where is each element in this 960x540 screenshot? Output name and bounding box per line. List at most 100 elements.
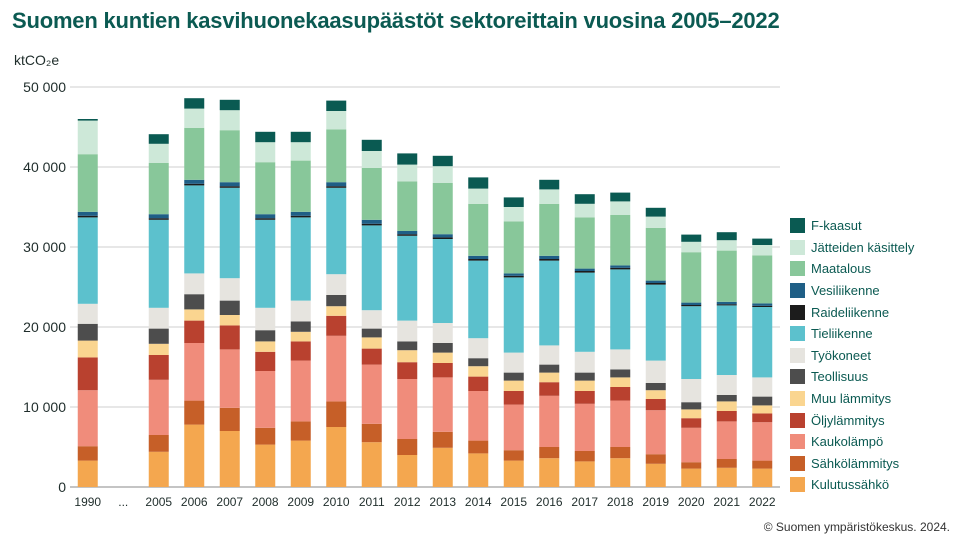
legend-swatch (790, 434, 805, 450)
legend-swatch (790, 326, 805, 342)
bar-segment-2020-Työkoneet (681, 379, 702, 403)
bar-segment-2011-Teollisuus (361, 328, 382, 338)
x-tick-label: 2020 (678, 495, 705, 509)
bar-segment-2012-Työkoneet (397, 320, 418, 342)
bar-segment-2010-F-kaasut (326, 100, 347, 111)
bar-segment-2010-Kaukolämpö (326, 335, 347, 402)
bar-segment-2009-Kulutussähkö (290, 440, 311, 487)
legend-label: Raideliikenne (811, 304, 890, 320)
bar-segment-2016-Öljylämmitys (539, 382, 560, 396)
bar-segment-2009-Muu lämmitys (290, 331, 311, 342)
bar-segment-2019-Öljylämmitys (645, 399, 666, 411)
bar-segment-2008-F-kaasut (255, 131, 276, 143)
bar-segment-2020-F-kaasut (681, 234, 702, 242)
bar-segment-2019-Kaukolämpö (645, 410, 666, 455)
y-tick-label: 20 000 (23, 319, 66, 335)
bar-segment-2019-Muu lämmitys (645, 390, 666, 399)
bar-segment-2012-Sähkölämmitys (397, 439, 418, 455)
bar-segment-2015-Sähkölämmitys (503, 450, 524, 461)
legend-swatch (790, 239, 805, 255)
legend-swatch (790, 283, 805, 299)
bar-segment-2021-Vesiliikenne (716, 301, 737, 305)
bar-segment-2014-Raideliikenne (468, 259, 489, 261)
bar-segment-2005-Teollisuus (148, 328, 169, 344)
bar-segment-2019-Sähkölämmitys (645, 454, 666, 464)
bar-segment-2005-Vesiliikenne (148, 214, 169, 219)
bar-segment-1990-Tieliikenne (77, 217, 98, 304)
bar-segment-2005-Maatalous (148, 163, 169, 215)
bar-segment-2008-Muu lämmitys (255, 341, 276, 352)
bar-segment-2008-Työkoneet (255, 307, 276, 331)
bar-segment-2021-Kaukolämpö (716, 421, 737, 459)
bar-segment-2007-Öljylämmitys (219, 325, 240, 350)
bar-segment-2006-Jätteiden käsittely (184, 108, 205, 128)
bar-segment-2010-Muu lämmitys (326, 306, 347, 316)
y-tick-label: 50 000 (23, 79, 66, 95)
bar-segment-2010-Tieliikenne (326, 187, 347, 275)
bar-segment-2018-Tieliikenne (610, 269, 631, 350)
bar-segment-2019-Työkoneet (645, 360, 666, 383)
bar-segment-2009-Raideliikenne (290, 215, 311, 218)
bar-segment-2007-Jätteiden käsittely (219, 110, 240, 131)
x-tick-label: 2011 (359, 495, 385, 509)
bar-segment-2022-Maatalous (752, 255, 773, 304)
bar-segment-2010-Jätteiden käsittely (326, 111, 347, 130)
bar-segment-2012-Vesiliikenne (397, 231, 418, 235)
bar-segment-2009-Kaukolämpö (290, 360, 311, 422)
bar-segment-2014-Kaukolämpö (468, 391, 489, 441)
bar-segment-2021-Muu lämmitys (716, 401, 737, 411)
bar-segment-2015-Vesiliikenne (503, 273, 524, 276)
bar-segment-2012-Jätteiden käsittely (397, 164, 418, 182)
legend-item: Tieliikenne (790, 323, 914, 345)
bar-segment-2009-Sähkölämmitys (290, 421, 311, 441)
bar-segment-2020-Muu lämmitys (681, 409, 702, 419)
bar-segment-2016-Työkoneet (539, 345, 560, 365)
bar-segment-2019-Tieliikenne (645, 284, 666, 361)
bar-segment-2006-Muu lämmitys (184, 309, 205, 321)
x-tick-label: 2006 (181, 495, 208, 509)
bar-segment-2014-Maatalous (468, 203, 489, 256)
bar-segment-2007-F-kaasut (219, 99, 240, 111)
x-tick-label: 2012 (394, 495, 421, 509)
bar-segment-2020-Raideliikenne (681, 305, 702, 307)
x-tick-label: 2013 (429, 495, 456, 509)
legend-label: Työkoneet (811, 347, 871, 363)
bar-segment-2018-Sähkölämmitys (610, 447, 631, 459)
bar-segment-1990-Kaukolämpö (77, 390, 98, 447)
bar-segment-2007-Vesiliikenne (219, 182, 240, 187)
bar-segment-1990-Vesiliikenne (77, 211, 98, 216)
bar-segment-2006-Vesiliikenne (184, 179, 205, 184)
bar-segment-2014-Tieliikenne (468, 260, 489, 339)
bar-segment-1990-Työkoneet (77, 303, 98, 324)
bar-segment-2008-Maatalous (255, 162, 276, 215)
legend-swatch (790, 218, 805, 234)
bar-segment-2020-Jätteiden käsittely (681, 241, 702, 253)
bar-segment-2016-Sähkölämmitys (539, 447, 560, 459)
bar-segment-2017-Sähkölämmitys (574, 451, 595, 462)
bar-segment-2008-Jätteiden käsittely (255, 142, 276, 163)
bar-segment-2007-Tieliikenne (219, 187, 240, 279)
bar-segment-2011-Kulutussähkö (361, 442, 382, 487)
legend-item: Sähkölämmitys (790, 453, 914, 475)
bar-segment-2018-Muu lämmitys (610, 377, 631, 387)
bar-segment-2022-F-kaasut (752, 238, 773, 245)
bar-segment-2008-Tieliikenne (255, 219, 276, 308)
bar-segment-2017-Jätteiden käsittely (574, 203, 595, 218)
bar-segment-2018-F-kaasut (610, 192, 631, 202)
bar-segment-2021-Jätteiden käsittely (716, 240, 737, 251)
bar-segment-2013-Kaukolämpö (432, 377, 453, 432)
bar-segment-2016-Vesiliikenne (539, 255, 560, 259)
legend-item: Kaukolämpö (790, 431, 914, 453)
bar-segment-2021-F-kaasut (716, 232, 737, 241)
bar-segment-2018-Vesiliikenne (610, 265, 631, 268)
bar-segment-2021-Teollisuus (716, 395, 737, 402)
bar-segment-2006-Teollisuus (184, 294, 205, 310)
bar-segment-2018-Öljylämmitys (610, 387, 631, 401)
bar-segment-2021-Työkoneet (716, 375, 737, 395)
bar-segment-2012-Teollisuus (397, 341, 418, 351)
bar-segment-2022-Jätteiden käsittely (752, 245, 773, 256)
bar-segment-2014-Öljylämmitys (468, 376, 489, 391)
legend-swatch (790, 455, 805, 471)
bar-segment-2016-Kaukolämpö (539, 395, 560, 447)
bar-segment-1990-Teollisuus (77, 323, 98, 341)
